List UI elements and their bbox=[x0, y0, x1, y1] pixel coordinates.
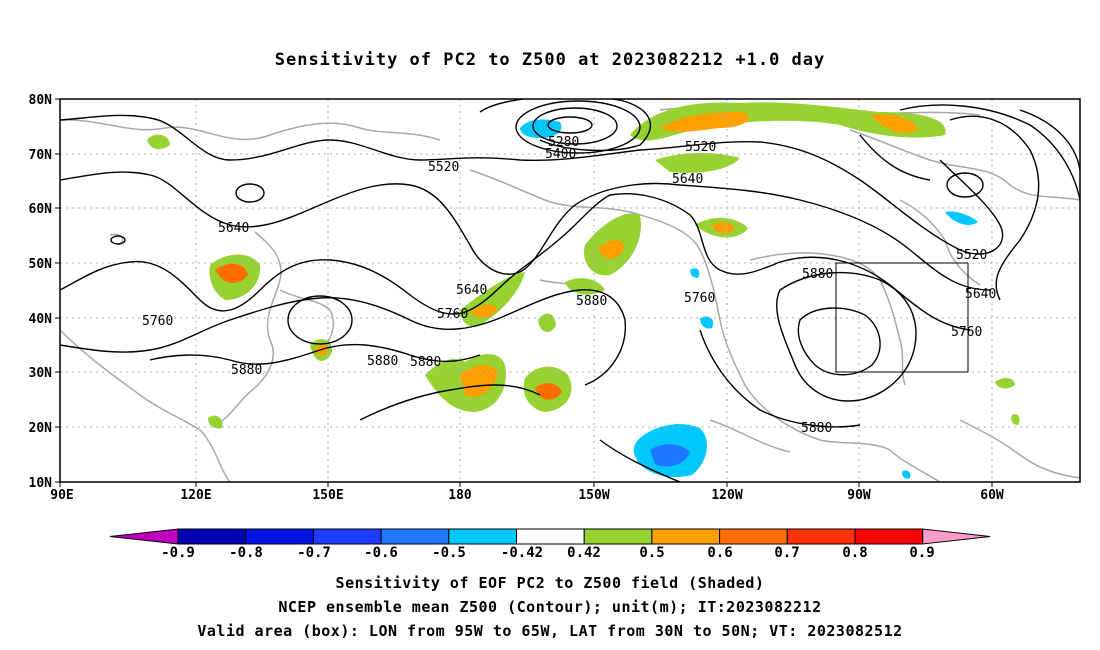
lon-label: 90W bbox=[847, 488, 871, 503]
lat-label: 60N bbox=[29, 202, 53, 217]
footer-line-3: Valid area (box): LON from 95W to 65W, L… bbox=[197, 622, 903, 640]
colorbar-segment bbox=[312, 528, 382, 545]
colorbar-segment bbox=[583, 528, 653, 545]
colorbar-segment bbox=[719, 528, 788, 545]
contour-label-5880: 5880 bbox=[802, 267, 833, 282]
lat-label: 70N bbox=[29, 148, 53, 163]
contour-label-5880: 5880 bbox=[231, 363, 262, 378]
contour-label-5880: 5880 bbox=[801, 421, 832, 436]
colorbar-segment bbox=[245, 528, 314, 545]
contour-label-5640: 5640 bbox=[456, 283, 487, 298]
colorbar-label: -0.42 bbox=[501, 545, 543, 561]
colorbar-segment bbox=[651, 528, 721, 545]
contour-label-5760: 5760 bbox=[437, 307, 468, 322]
colorbar-label: 0.7 bbox=[774, 545, 799, 561]
contour-label-5880: 5880 bbox=[576, 294, 607, 309]
contour-label-5640: 5640 bbox=[218, 221, 249, 236]
colorbar-segment bbox=[516, 528, 585, 545]
contour-label-5640: 5640 bbox=[965, 287, 996, 302]
contour-label-5640: 5640 bbox=[672, 172, 703, 187]
lon-label: 90E bbox=[50, 488, 73, 503]
contour-label-5760: 5760 bbox=[951, 325, 982, 340]
contour-label-5760: 5760 bbox=[684, 291, 715, 306]
colorbar-segment bbox=[786, 528, 856, 545]
contour-label-5880: 5880 bbox=[410, 355, 441, 370]
lat-label: 50N bbox=[29, 257, 53, 272]
colorbar-label: 0.5 bbox=[639, 545, 664, 561]
gridlines bbox=[60, 99, 1080, 482]
footer-line-1: Sensitivity of EOF PC2 to Z500 field (Sh… bbox=[335, 574, 765, 592]
lat-label: 10N bbox=[29, 476, 53, 491]
axis-ticks bbox=[55, 98, 993, 487]
lon-label: 150W bbox=[578, 488, 609, 503]
colorbar-label: 0.8 bbox=[842, 545, 867, 561]
lon-label: 120E bbox=[180, 488, 211, 503]
lat-label: 40N bbox=[29, 312, 53, 327]
lon-label: 60W bbox=[980, 488, 1004, 503]
colorbar-labels: -0.9 -0.8 -0.7 -0.6 -0.5 -0.42 0.42 0.5 … bbox=[161, 545, 935, 561]
colorbar-end-high bbox=[922, 528, 991, 545]
lon-label: 180 bbox=[448, 488, 472, 503]
colorbar-segment bbox=[448, 528, 517, 545]
lat-label: 20N bbox=[29, 421, 53, 436]
colorbar-segment bbox=[177, 528, 247, 545]
valid-area-box bbox=[835, 262, 969, 373]
latitude-labels: 80N 70N 60N 50N 40N 30N 20N 10N bbox=[29, 93, 53, 491]
colorbar-label: 0.42 bbox=[567, 545, 601, 561]
lon-label: 120W bbox=[711, 488, 742, 503]
colorbar-end-low bbox=[109, 528, 179, 545]
contour-label-5880: 5880 bbox=[367, 354, 398, 369]
sensitivity-shading bbox=[147, 102, 1020, 479]
colorbar-label: -0.9 bbox=[161, 545, 195, 561]
map-frame bbox=[59, 98, 1081, 483]
contour-label-5520: 5520 bbox=[428, 160, 459, 175]
lat-label: 30N bbox=[29, 366, 53, 381]
contour-label-5280: 5280 bbox=[548, 135, 579, 150]
colorbar-segment bbox=[854, 528, 924, 545]
map-title: Sensitivity of PC2 to Z500 at 2023082212… bbox=[274, 50, 826, 70]
longitude-labels: 90E 120E 150E 180 150W 120W 90W 60W bbox=[50, 488, 1004, 503]
colorbar-label: -0.8 bbox=[229, 545, 263, 561]
colorbar-label: 0.6 bbox=[707, 545, 732, 561]
colorbar bbox=[109, 528, 991, 545]
contour-label-5400: 5400 bbox=[545, 147, 576, 162]
footer-line-2: NCEP ensemble mean Z500 (Contour); unit(… bbox=[278, 598, 822, 616]
colorbar-label: -0.5 bbox=[432, 545, 466, 561]
lon-label: 150E bbox=[312, 488, 343, 503]
contour-labels: 5280 5400 5520 5520 5520 5640 5640 5640 … bbox=[142, 135, 996, 436]
contour-label-5760: 5760 bbox=[142, 314, 173, 329]
colorbar-label: -0.6 bbox=[364, 545, 398, 561]
colorbar-segment bbox=[380, 528, 450, 545]
colorbar-label: -0.7 bbox=[297, 545, 331, 561]
lat-label: 80N bbox=[29, 93, 53, 108]
contour-label-5520: 5520 bbox=[685, 140, 716, 155]
contour-label-5520: 5520 bbox=[956, 248, 987, 263]
colorbar-label: 0.9 bbox=[909, 545, 934, 561]
